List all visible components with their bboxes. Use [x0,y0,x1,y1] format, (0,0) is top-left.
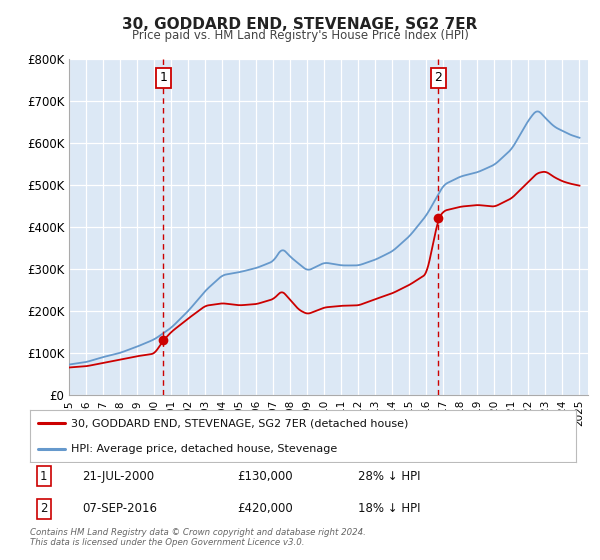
Text: £420,000: £420,000 [238,502,293,516]
Text: 18% ↓ HPI: 18% ↓ HPI [358,502,420,516]
Text: 1: 1 [40,469,47,483]
Text: 2: 2 [434,71,442,84]
Text: 28% ↓ HPI: 28% ↓ HPI [358,469,420,483]
Text: 1: 1 [160,71,167,84]
Text: 21-JUL-2000: 21-JUL-2000 [82,469,154,483]
Text: 30, GODDARD END, STEVENAGE, SG2 7ER (detached house): 30, GODDARD END, STEVENAGE, SG2 7ER (det… [71,418,409,428]
Text: Price paid vs. HM Land Registry's House Price Index (HPI): Price paid vs. HM Land Registry's House … [131,29,469,42]
Text: 30, GODDARD END, STEVENAGE, SG2 7ER: 30, GODDARD END, STEVENAGE, SG2 7ER [122,17,478,32]
Text: 2: 2 [40,502,47,516]
Text: HPI: Average price, detached house, Stevenage: HPI: Average price, detached house, Stev… [71,444,337,454]
Text: 07-SEP-2016: 07-SEP-2016 [82,502,157,516]
Text: Contains HM Land Registry data © Crown copyright and database right 2024.
This d: Contains HM Land Registry data © Crown c… [30,528,366,547]
Text: £130,000: £130,000 [238,469,293,483]
